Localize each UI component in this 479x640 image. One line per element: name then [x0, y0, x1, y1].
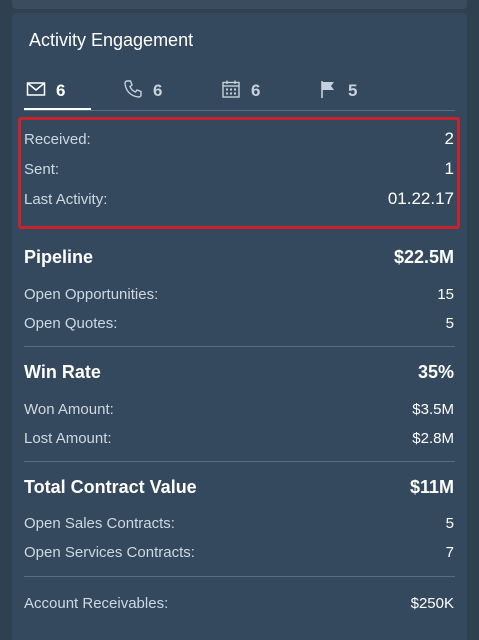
received-value: 2 [444, 129, 454, 148]
last-activity-row: Last Activity: 01.22.17 [24, 185, 454, 213]
lost-amount-label: Lost Amount: [24, 429, 112, 447]
open-sales-contracts-value: 5 [445, 514, 454, 532]
previous-card-edge [12, 0, 467, 9]
open-opportunities-row: Open Opportunities: 15 [24, 280, 454, 308]
won-amount-row: Won Amount: $3.5M [24, 395, 454, 423]
win-rate-title: Win Rate [24, 361, 101, 382]
calendar-icon [221, 79, 251, 104]
tabs-divider [24, 110, 455, 111]
activity-tabs: 6 6 6 5 [12, 73, 467, 111]
tab-meetings-count: 6 [251, 81, 261, 100]
sent-value: 1 [444, 159, 454, 178]
envelope-icon [26, 79, 56, 104]
win-rate-header: Win Rate 35% [24, 357, 454, 387]
tab-emails[interactable]: 6 [26, 73, 65, 109]
tab-calls[interactable]: 6 [123, 73, 162, 109]
tab-calls-count: 6 [153, 81, 163, 100]
contract-value-total: $11M [409, 476, 454, 497]
sent-row: Sent: 1 [24, 155, 454, 183]
open-services-contracts-value: 7 [445, 543, 454, 561]
lost-amount-row: Lost Amount: $2.8M [24, 424, 454, 452]
open-quotes-label: Open Quotes: [24, 314, 118, 332]
flag-icon [318, 79, 348, 104]
won-amount-label: Won Amount: [24, 400, 114, 418]
section-divider [24, 576, 455, 577]
account-receivables-value: $250K [410, 594, 454, 612]
win-rate-total: 35% [417, 361, 454, 382]
open-quotes-value: 5 [445, 314, 454, 332]
account-receivables-label: Account Receivables: [24, 594, 169, 612]
sent-label: Sent: [24, 160, 60, 178]
tab-tasks-count: 5 [348, 81, 358, 100]
open-opportunities-label: Open Opportunities: [24, 285, 159, 303]
section-divider [24, 346, 455, 347]
activity-engagement-card: Activity Engagement 6 6 6 5 [12, 13, 467, 640]
received-row: Received: 2 [24, 125, 454, 153]
won-amount-value: $3.5M [412, 400, 454, 418]
pipeline-total: $22.5M [393, 246, 454, 267]
open-services-contracts-label: Open Services Contracts: [24, 543, 195, 561]
active-tab-indicator [24, 108, 91, 111]
received-label: Received: [24, 130, 91, 148]
tab-emails-count: 6 [56, 81, 66, 100]
open-sales-contracts-row: Open Sales Contracts: 5 [24, 509, 454, 537]
open-services-contracts-row: Open Services Contracts: 7 [24, 538, 454, 566]
open-sales-contracts-label: Open Sales Contracts: [24, 514, 175, 532]
contract-value-title: Total Contract Value [24, 476, 197, 497]
last-activity-value: 01.22.17 [387, 189, 454, 208]
contract-value-header: Total Contract Value $11M [24, 472, 454, 502]
open-quotes-row: Open Quotes: 5 [24, 309, 454, 337]
card-title: Activity Engagement [29, 30, 194, 50]
phone-icon [123, 79, 153, 104]
lost-amount-value: $2.8M [412, 429, 454, 447]
tab-tasks[interactable]: 5 [318, 73, 357, 109]
pipeline-header: Pipeline $22.5M [24, 242, 454, 272]
pipeline-title: Pipeline [24, 246, 94, 267]
tab-meetings[interactable]: 6 [221, 73, 260, 109]
section-divider [24, 461, 455, 462]
highlight-box [18, 117, 460, 229]
account-receivables-row: Account Receivables: $250K [24, 589, 454, 617]
last-activity-label: Last Activity: [24, 190, 108, 208]
open-opportunities-value: 15 [437, 285, 454, 303]
